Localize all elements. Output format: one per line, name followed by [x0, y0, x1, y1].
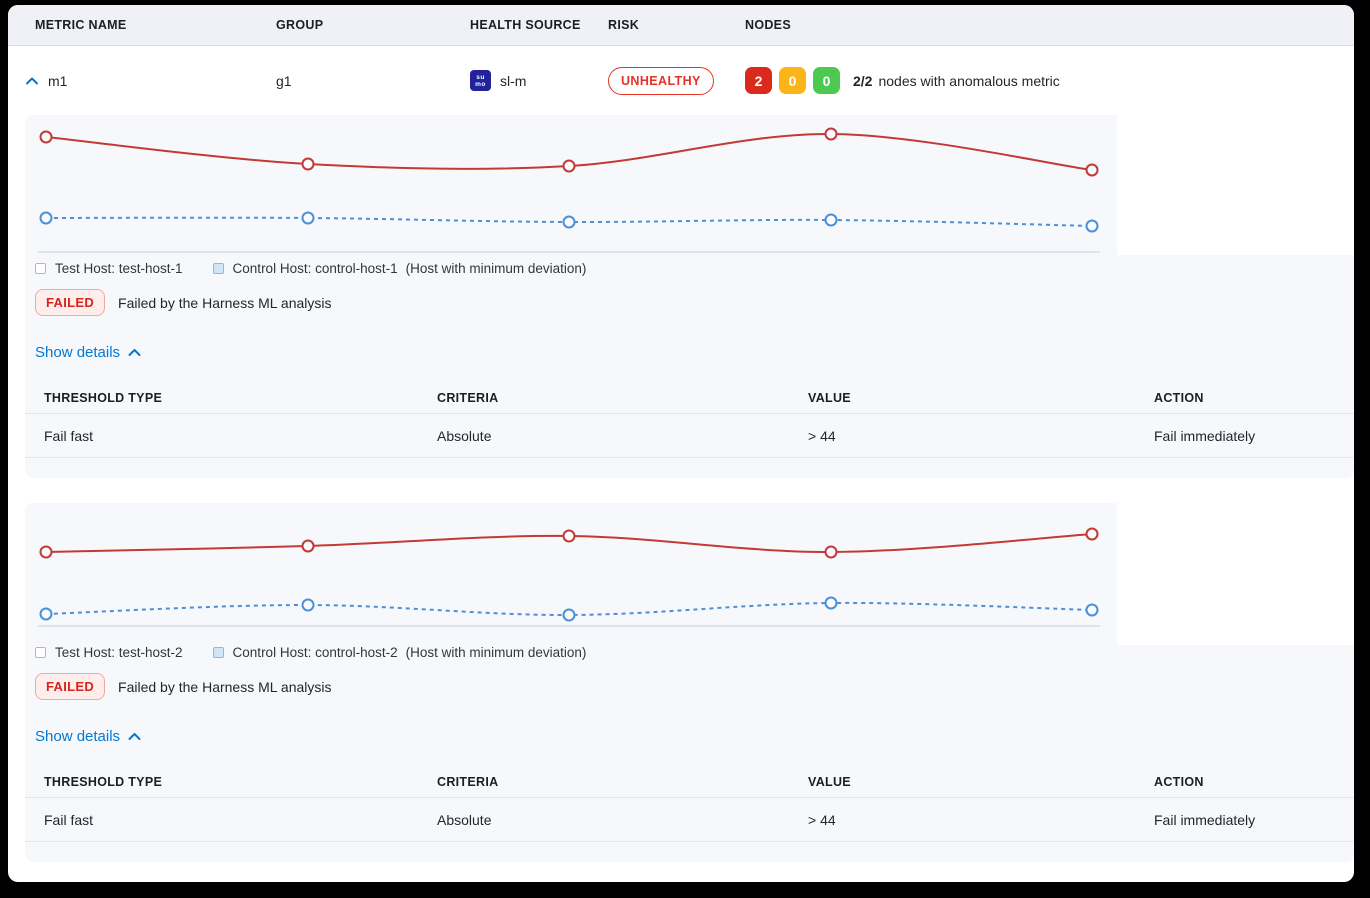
host-analysis-card-1: Test Host: test-host-1 Control Host: con… — [25, 115, 1354, 478]
column-metric-name: METRIC NAME — [35, 18, 127, 32]
analysis-status-row: FAILED Failed by the Harness ML analysis — [35, 289, 1354, 316]
host-analysis-card-2: Test Host: test-host-2 Control Host: con… — [25, 503, 1354, 862]
chevron-up-icon — [128, 349, 141, 356]
analysis-status-row: FAILED Failed by the Harness ML analysis — [35, 673, 1354, 700]
threshold-table-header: THRESHOLD TYPE CRITERIA VALUE ACTION — [25, 766, 1354, 798]
legend-item-control-host[interactable]: Control Host: control-host-2 — [212, 645, 398, 660]
legend-item-test-host[interactable]: Test Host: test-host-2 — [35, 645, 183, 660]
healthy-nodes-count-badge: 0 — [813, 67, 840, 94]
metrics-table-header: METRIC NAME GROUP HEALTH SOURCE RISK NOD… — [8, 5, 1354, 46]
test-host-legend-swatch-icon — [35, 263, 46, 274]
column-risk: RISK — [608, 18, 640, 32]
failed-status-message: Failed by the Harness ML analysis — [118, 678, 332, 695]
nodes-summary-text: nodes with anomalous metric — [878, 72, 1060, 89]
metric-name: m1 — [48, 72, 68, 89]
minimum-deviation-note: (Host with minimum deviation) — [405, 261, 587, 276]
chevron-up-icon — [128, 733, 141, 740]
threshold-table-header: THRESHOLD TYPE CRITERIA VALUE ACTION — [25, 382, 1354, 414]
value-value: > 44 — [808, 427, 836, 444]
value-value: > 44 — [808, 811, 836, 828]
anomalous-nodes-count-badge: 2 — [745, 67, 772, 94]
threshold-table-row: Fail fast Absolute > 44 Fail immediately — [25, 798, 1354, 842]
nodes-cell: 2 0 0 2/2 nodes with anomalous metric — [745, 67, 1354, 94]
nodes-summary: 2/2 nodes with anomalous metric — [853, 73, 1060, 89]
metric-timeseries-chart-2[interactable] — [33, 503, 1354, 631]
chart-side-panel — [1117, 503, 1354, 645]
action-value: Fail immediately — [1154, 427, 1256, 444]
failed-status-message: Failed by the Harness ML analysis — [118, 294, 332, 311]
threshold-type-value: Fail fast — [44, 427, 94, 444]
test-host-legend-label: Test Host: test-host-1 — [55, 261, 183, 276]
control-host-legend-label: Control Host: control-host-2 — [232, 645, 398, 660]
health-source-name: sl-m — [500, 72, 527, 89]
failed-status-badge: FAILED — [35, 289, 106, 316]
metric-timeseries-chart-1[interactable] — [33, 115, 1354, 257]
nodes-ratio: 2/2 — [853, 72, 873, 89]
control-host-legend-swatch-icon — [212, 647, 224, 658]
health-source-cell: su mo sl-m — [470, 70, 608, 91]
control-host-legend-label: Control Host: control-host-1 — [232, 261, 398, 276]
control-host-legend-swatch-icon — [212, 263, 224, 274]
verification-metrics-panel: METRIC NAME GROUP HEALTH SOURCE RISK NOD… — [8, 5, 1354, 882]
criteria-value: Absolute — [437, 427, 492, 444]
threshold-type-value: Fail fast — [44, 811, 94, 828]
show-details-link[interactable]: Show details — [35, 728, 141, 745]
column-health-source: HEALTH SOURCE — [470, 18, 581, 32]
show-details-link[interactable]: Show details — [35, 344, 141, 361]
column-group: GROUP — [276, 18, 324, 32]
minimum-deviation-note: (Host with minimum deviation) — [405, 645, 587, 660]
test-host-legend-swatch-icon — [35, 647, 46, 658]
threshold-table-row: Fail fast Absolute > 44 Fail immediately — [25, 414, 1354, 458]
metric-group: g1 — [276, 72, 292, 89]
failed-status-badge: FAILED — [35, 673, 106, 700]
chart-legend: Test Host: test-host-1 Control Host: con… — [35, 261, 1354, 276]
legend-item-control-host[interactable]: Control Host: control-host-1 — [212, 261, 398, 276]
criteria-value: Absolute — [437, 811, 492, 828]
legend-item-test-host[interactable]: Test Host: test-host-1 — [35, 261, 183, 276]
sumo-logic-icon: su mo — [470, 70, 491, 91]
metric-row[interactable]: m1 g1 su mo sl-m UNHEALTHY 2 0 0 2/2 node… — [8, 46, 1354, 115]
collapse-chevron-up-icon[interactable] — [24, 73, 40, 89]
test-host-legend-label: Test Host: test-host-2 — [55, 645, 183, 660]
column-nodes: NODES — [745, 18, 791, 32]
chart-legend: Test Host: test-host-2 Control Host: con… — [35, 645, 1354, 660]
threshold-details-table: THRESHOLD TYPE CRITERIA VALUE ACTION Fai… — [25, 766, 1354, 842]
risk-badge-unhealthy: UNHEALTHY — [608, 66, 714, 95]
warning-nodes-count-badge: 0 — [779, 67, 806, 94]
risk-cell: UNHEALTHY — [608, 66, 745, 95]
action-value: Fail immediately — [1154, 811, 1256, 828]
chart-side-panel — [1117, 115, 1354, 255]
threshold-details-table: THRESHOLD TYPE CRITERIA VALUE ACTION Fai… — [25, 382, 1354, 458]
